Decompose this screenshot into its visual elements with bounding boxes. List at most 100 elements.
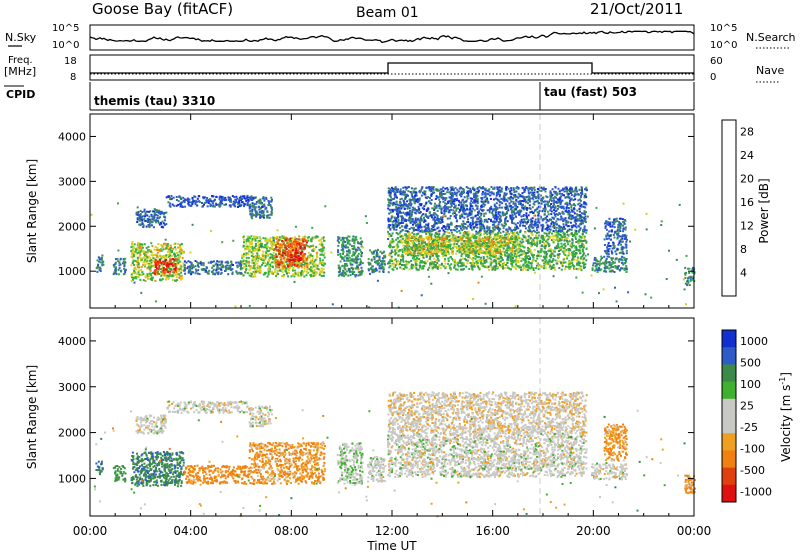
power-cell xyxy=(260,215,262,218)
power-cell xyxy=(544,250,546,253)
power-cell xyxy=(570,260,573,263)
power-cell xyxy=(502,245,505,248)
power-cell xyxy=(467,230,470,233)
power-cell xyxy=(517,227,520,230)
power-cell xyxy=(558,250,560,252)
power-cell xyxy=(143,255,146,258)
power-cell xyxy=(137,261,140,264)
power-cell xyxy=(552,266,555,269)
power-cell xyxy=(299,253,302,256)
power-cell xyxy=(359,261,362,264)
power-cell xyxy=(312,262,315,264)
power-cell xyxy=(137,244,140,247)
power-cell xyxy=(448,252,451,255)
power-cell xyxy=(388,262,391,265)
power-cell xyxy=(405,266,408,269)
power-cell xyxy=(543,267,545,270)
power-cell xyxy=(388,254,390,256)
power-cell xyxy=(320,271,323,274)
power-cell xyxy=(378,264,381,267)
power-cell xyxy=(338,236,341,239)
power-cell xyxy=(140,223,143,226)
power-cell xyxy=(579,257,582,260)
power-cell xyxy=(578,252,581,255)
power-cell xyxy=(346,264,349,267)
power-cell xyxy=(413,250,416,253)
power-cell xyxy=(244,248,247,251)
power-cell xyxy=(579,235,582,238)
power-cell xyxy=(513,232,516,235)
power-cell xyxy=(253,272,256,275)
power-cell xyxy=(461,246,464,249)
power-cell xyxy=(414,245,417,247)
power-cell xyxy=(295,258,298,261)
power-cell xyxy=(436,251,439,254)
power-cell xyxy=(184,205,187,208)
power-cell xyxy=(412,259,415,262)
power-cell xyxy=(500,190,503,193)
power-cell xyxy=(504,267,506,270)
power-cell xyxy=(512,202,515,205)
power-cell xyxy=(124,270,127,272)
power-cell xyxy=(375,269,378,272)
power-cell xyxy=(268,216,271,219)
power-cell xyxy=(529,245,532,248)
power-cell xyxy=(247,239,250,242)
power-cell xyxy=(483,233,485,236)
power-cell xyxy=(153,208,156,211)
power-cell xyxy=(415,240,418,243)
power-cell xyxy=(381,260,384,262)
power-cell xyxy=(267,258,270,261)
power-cell xyxy=(527,264,530,267)
power-cell xyxy=(578,260,581,263)
power-cell xyxy=(476,261,479,264)
power-cell xyxy=(436,266,439,269)
power-cell xyxy=(287,244,290,247)
power-cell xyxy=(139,243,142,246)
power-cell xyxy=(264,256,267,259)
power-cell xyxy=(220,268,222,271)
power-cell xyxy=(321,250,324,253)
power-cell xyxy=(168,256,171,258)
power-cell xyxy=(153,212,156,215)
power-cell xyxy=(472,259,474,262)
power-cell xyxy=(493,253,496,256)
power-cell xyxy=(357,274,360,277)
power-cell xyxy=(490,241,493,244)
power-cell xyxy=(272,244,275,247)
power-cell xyxy=(216,260,219,263)
power-cell xyxy=(168,204,171,207)
power-cell xyxy=(382,266,385,269)
power-cell xyxy=(429,237,432,240)
power-cell xyxy=(563,242,566,245)
power-cell xyxy=(565,221,568,224)
power-cell xyxy=(518,256,521,259)
power-cell xyxy=(547,235,550,238)
power-cell xyxy=(476,265,479,268)
power-cell xyxy=(506,264,509,267)
power-cell xyxy=(271,261,274,264)
power-cell xyxy=(348,270,351,273)
power-cell xyxy=(576,263,579,266)
power-cell xyxy=(248,237,251,240)
power-cell xyxy=(186,267,189,270)
power-cell xyxy=(410,240,413,242)
power-cell xyxy=(267,273,270,276)
power-cell xyxy=(348,251,351,254)
power-cell xyxy=(321,263,324,266)
power-cell xyxy=(309,266,312,269)
power-cell xyxy=(529,256,531,259)
power-cell xyxy=(261,204,264,207)
power-cell xyxy=(347,254,350,257)
power-cell xyxy=(183,201,186,204)
power-cell xyxy=(211,266,214,269)
power-cell xyxy=(225,203,227,206)
power-cell xyxy=(247,260,250,263)
power-cell xyxy=(255,201,258,203)
power-cell xyxy=(420,242,423,244)
power-cell xyxy=(214,263,217,266)
power-cell xyxy=(406,252,409,255)
power-cell xyxy=(139,217,142,220)
power-cell xyxy=(384,254,387,257)
power-cell xyxy=(267,204,270,207)
